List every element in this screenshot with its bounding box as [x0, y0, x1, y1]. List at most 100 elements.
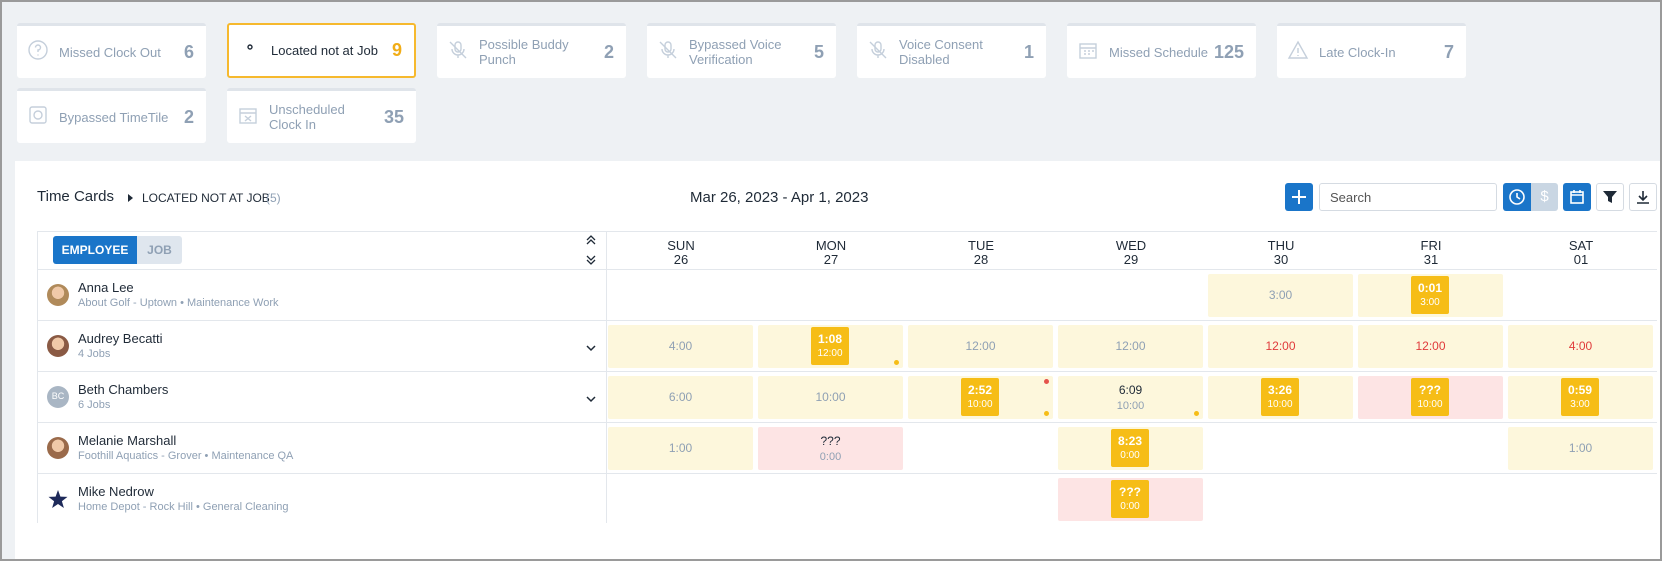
filter-icon: [1077, 39, 1099, 66]
view-toggle[interactable]: JOB: [137, 236, 182, 264]
employee-subtitle: Foothill Aquatics - Grover • Maintenance…: [78, 450, 294, 462]
time-cell[interactable]: ??? 10:00: [1358, 376, 1503, 419]
scheduled-time: 4:00: [668, 339, 693, 353]
expand-chevron[interactable]: [585, 391, 597, 409]
cost-toggle[interactable]: $: [1531, 183, 1558, 211]
employee-name[interactable]: Mike Nedrow: [78, 484, 154, 499]
add-button[interactable]: [1285, 183, 1313, 211]
calendar-button[interactable]: [1563, 183, 1591, 211]
filter-count: 125: [1213, 41, 1244, 62]
time-cell[interactable]: 12:00: [908, 325, 1053, 368]
time-cell[interactable]: 1:00: [608, 427, 753, 470]
filter-card[interactable]: Missed Clock Out 6: [17, 23, 206, 78]
filter-icon: [27, 104, 49, 131]
scheduled-time: 3:00: [1570, 399, 1590, 410]
view-toggle[interactable]: EMPLOYEE: [53, 236, 137, 264]
filter-count: 9: [391, 40, 402, 60]
filter-count: 1: [1023, 41, 1034, 62]
filter-count: 7: [1443, 41, 1454, 62]
filter-button[interactable]: [1596, 183, 1624, 211]
filter-icon: [237, 104, 259, 131]
employee-name[interactable]: Melanie Marshall: [78, 433, 177, 448]
day-name: WED: [1115, 238, 1147, 253]
filter-label: LOCATED NOT AT JOB: [142, 191, 270, 205]
filter-card[interactable]: Missed Schedule 125: [1067, 23, 1256, 78]
filter-icon: [657, 39, 679, 66]
time-badge: 8:23 0:00: [1111, 429, 1149, 467]
filter-label: Missed Clock Out: [59, 44, 161, 60]
time-cell[interactable]: 1:08 12:00: [758, 325, 903, 368]
time-cell[interactable]: 0:01 3:00: [1358, 274, 1503, 317]
scheduled-time: 10:00: [815, 390, 846, 404]
day-date: 01: [1573, 252, 1589, 267]
scheduled-time: 1:00: [668, 441, 693, 455]
time-cell[interactable]: 3:00: [1208, 274, 1353, 317]
time-cell[interactable]: ??? 0:00: [758, 427, 903, 470]
time-cell[interactable]: 2:52 10:00: [908, 376, 1053, 419]
time-cell[interactable]: 10:00: [758, 376, 903, 419]
scheduled-time: 3:00: [1420, 297, 1440, 308]
scheduled-time: 1:00: [1568, 441, 1593, 455]
filter-label: Unscheduled Clock In: [269, 102, 345, 132]
search-input[interactable]: Search: [1319, 183, 1497, 211]
date-range: Mar 26, 2023 - Apr 1, 2023: [690, 189, 869, 206]
scheduled-time: 4:00: [1568, 339, 1593, 353]
actual-time: 2:52: [967, 383, 993, 397]
filter-card[interactable]: Bypassed Voice Verification 5: [647, 23, 836, 78]
filter-card[interactable]: Voice Consent Disabled 1: [857, 23, 1046, 78]
row-border: [37, 371, 1657, 372]
time-cell[interactable]: 4:00: [1508, 325, 1653, 368]
time-cell[interactable]: 12:00: [1058, 325, 1203, 368]
time-badge: 0:59 3:00: [1561, 378, 1599, 416]
row-border: [37, 269, 1657, 270]
filter-label: Voice Consent Disabled: [899, 37, 983, 67]
time-cell[interactable]: 3:26 10:00: [1208, 376, 1353, 419]
time-cell[interactable]: 12:00: [1208, 325, 1353, 368]
filter-card[interactable]: Unscheduled Clock In 35: [227, 88, 416, 143]
scheduled-time: 3:00: [1268, 288, 1293, 302]
filter-card[interactable]: Possible Buddy Punch 2: [437, 23, 626, 78]
filter-card[interactable]: Late Clock-In 7: [1277, 23, 1466, 78]
employee-name[interactable]: Beth Chambers: [78, 382, 169, 397]
employee-name[interactable]: Anna Lee: [78, 280, 134, 295]
chevron-icon: [128, 194, 133, 202]
day-date: 30: [1273, 252, 1289, 267]
clock-toggle[interactable]: [1503, 183, 1531, 211]
actual-time: 1:08: [817, 332, 843, 346]
avatar-initials: BC: [51, 391, 65, 401]
time-cell[interactable]: 6:09 10:00: [1058, 376, 1203, 419]
time-cell[interactable]: 4:00: [608, 325, 753, 368]
note-dot: [894, 360, 899, 365]
filter-card[interactable]: Located not at Job 9: [227, 23, 416, 78]
table: [37, 231, 1657, 523]
actual-time: 3:26: [1267, 383, 1293, 397]
filter-count: 2: [183, 106, 194, 127]
time-badge: 0:01 3:00: [1411, 276, 1449, 314]
filter-icon: [447, 39, 469, 66]
time-cell[interactable]: 0:59 3:00: [1508, 376, 1653, 419]
time-badge: 2:52 10:00: [961, 378, 999, 416]
filter-card[interactable]: Bypassed TimeTile 2: [17, 88, 206, 143]
day-name: THU: [1267, 238, 1295, 253]
row-border: [37, 320, 1657, 321]
time-cell[interactable]: 6:00: [608, 376, 753, 419]
day-date: 29: [1123, 252, 1139, 267]
time-cell[interactable]: 12:00: [1358, 325, 1503, 368]
search-placeholder: Search: [1330, 190, 1372, 205]
employee-subtitle: 4 Jobs: [78, 348, 111, 360]
actual-time: ???: [1119, 485, 1141, 499]
download-button[interactable]: [1629, 183, 1657, 211]
scheduled-time: 6:00: [668, 390, 693, 404]
row-border: [37, 473, 1657, 474]
actual-time: ???: [1419, 383, 1441, 397]
time-cell[interactable]: 1:00: [1508, 427, 1653, 470]
filter-count: 2: [603, 41, 614, 62]
time-cell[interactable]: ??? 0:00: [1058, 478, 1203, 521]
employee-name[interactable]: Audrey Becatti: [78, 331, 163, 346]
expand-chevron[interactable]: [585, 340, 597, 358]
time-cell[interactable]: 8:23 0:00: [1058, 427, 1203, 470]
scheduled-time: 10:00: [967, 399, 993, 410]
actual-time: 0:01: [1417, 281, 1443, 295]
actual-time: 6:09: [1118, 383, 1143, 397]
